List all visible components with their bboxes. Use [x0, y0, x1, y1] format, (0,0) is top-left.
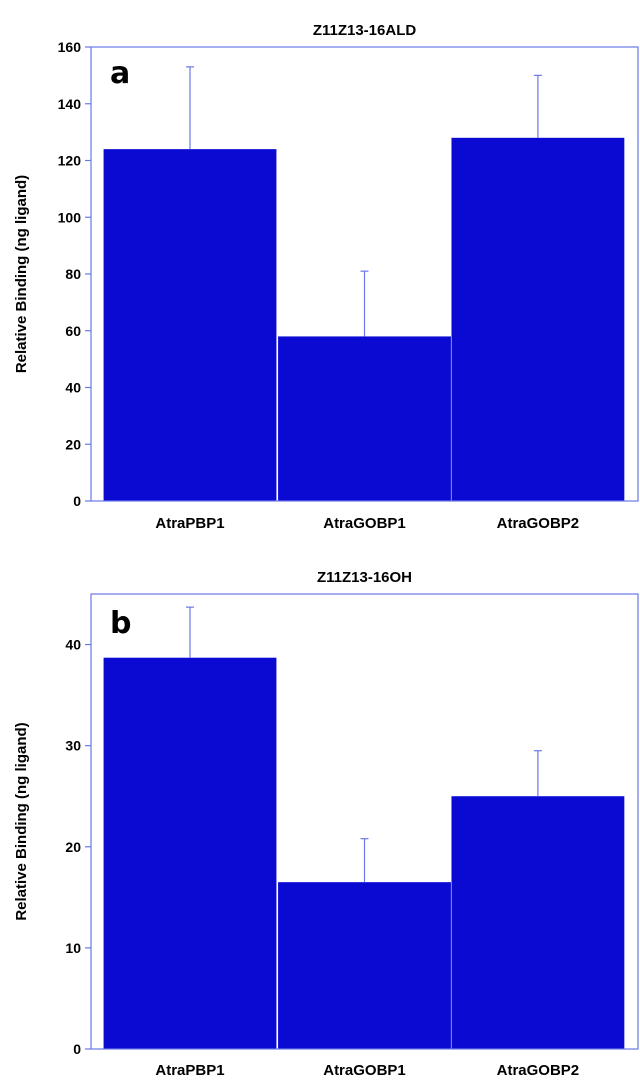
category-label: AtraGOBP2: [497, 1062, 580, 1079]
y-tick-label: 60: [65, 323, 81, 339]
y-tick-label: 80: [65, 266, 81, 282]
y-axis-label: Relative Binding (ng ligand): [13, 175, 30, 373]
plot-frame: [90, 593, 639, 1050]
y-tick-label: 20: [65, 436, 81, 452]
chart-title: Z11Z13-16ALD: [313, 22, 417, 39]
bar-atragobp2: [451, 796, 625, 1049]
bar-atrapbp1: [103, 657, 277, 1049]
panel-b-chart: Z11Z13-16OH b Relative Binding (ng ligand)…: [13, 569, 639, 1079]
category-label: AtraGOBP2: [497, 515, 580, 532]
y-tick-label: 10: [65, 940, 81, 956]
y-tick-label: 30: [65, 738, 81, 754]
panel-letter: a: [110, 56, 130, 91]
y-axis-label: Relative Binding (ng ligand): [13, 722, 30, 920]
panel-a-chart: Z11Z13-16ALD a Relative Binding (ng ligand…: [13, 22, 639, 532]
y-tick-label: 100: [58, 209, 82, 225]
bar-atragobp2: [451, 137, 625, 502]
y-tick-label: 0: [73, 493, 81, 509]
category-label: AtraPBP1: [155, 515, 224, 532]
bar-atragobp1: [278, 882, 451, 1049]
y-tick-label: 140: [58, 96, 82, 112]
bar-atrapbp1: [103, 149, 277, 501]
y-tick-label: 0: [73, 1041, 81, 1057]
y-tick-label: 40: [65, 637, 81, 653]
y-tick-label: 160: [58, 39, 82, 55]
y-tick-label: 40: [65, 380, 81, 396]
y-tick-label: 20: [65, 839, 81, 855]
category-label: AtraPBP1: [155, 1062, 224, 1079]
category-label: AtraGOBP1: [323, 515, 406, 532]
category-label: AtraGOBP1: [323, 1062, 406, 1079]
panel-letter: b: [110, 606, 131, 641]
bar-atragobp1: [278, 336, 451, 501]
y-tick-label: 120: [58, 153, 82, 169]
chart-title: Z11Z13-16OH: [317, 569, 412, 586]
